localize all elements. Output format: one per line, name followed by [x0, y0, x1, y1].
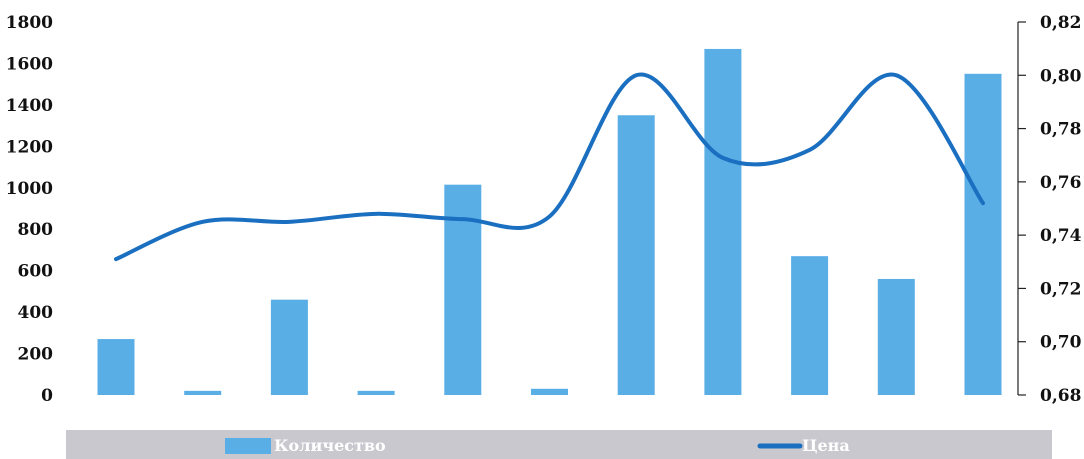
bar-quantity-7 — [617, 115, 655, 395]
left-tick-label: 0 — [41, 386, 53, 406]
left-tick-label: 1800 — [6, 13, 53, 33]
left-tick-label: 200 — [18, 345, 54, 365]
left-axis: 0 200 400 600 800 1000 1200 1400 1600 1800 — [6, 13, 53, 406]
left-tick-label: 400 — [18, 303, 54, 323]
right-tick-label: 0,76 — [1040, 173, 1081, 193]
left-tick-label: 800 — [18, 220, 54, 240]
line-price — [114, 72, 985, 262]
right-tick-label: 0,72 — [1040, 279, 1081, 299]
legend-background — [66, 430, 1052, 459]
left-tick-label: 1400 — [6, 96, 53, 116]
left-tick-label: 1600 — [6, 54, 53, 74]
bar-quantity-9 — [791, 256, 829, 395]
bar-quantity-2 — [184, 390, 222, 395]
bar-quantity-4 — [357, 390, 395, 395]
right-tick-label: 0,68 — [1040, 386, 1081, 406]
line-layer — [114, 72, 985, 262]
right-tick-label: 0,74 — [1040, 226, 1082, 246]
right-tick-label: 0,80 — [1040, 66, 1082, 86]
bar-quantity-10 — [877, 278, 915, 395]
bar-quantity-8 — [704, 48, 742, 395]
bars-layer — [97, 48, 1002, 396]
bar-quantity-6 — [531, 388, 568, 395]
bar-quantity-11 — [964, 73, 1002, 396]
left-tick-label: 600 — [18, 262, 54, 282]
legend-marker-bar — [225, 438, 271, 454]
right-tick-label: 0,70 — [1040, 333, 1082, 353]
bar-quantity-5 — [444, 184, 482, 395]
right-tick-label: 0,82 — [1040, 13, 1081, 33]
left-tick-label: 1200 — [6, 137, 53, 157]
left-tick-label: 1000 — [6, 179, 53, 199]
bar-quantity-3 — [270, 299, 308, 395]
right-tick-label: 0,78 — [1040, 120, 1081, 140]
right-axis: 0,68 0,70 0,72 0,74 0,76 0,78 0,80 0,82 — [1017, 13, 1082, 406]
legend-label-quantity: Количество — [274, 436, 386, 455]
legend: Количество Цена — [66, 430, 1052, 459]
legend-label-price: Цена — [802, 436, 850, 455]
bar-quantity-1 — [97, 339, 135, 395]
